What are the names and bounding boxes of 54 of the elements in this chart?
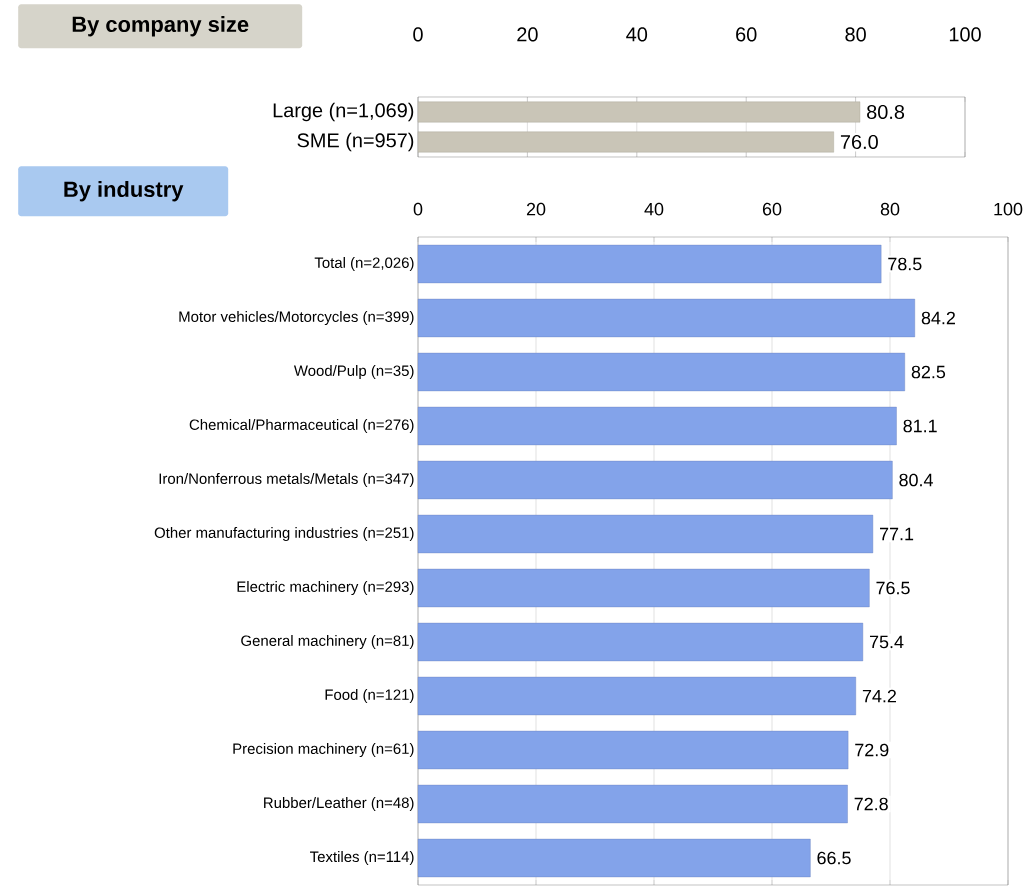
y-tick-label: Textiles (n=114): [310, 851, 414, 865]
text: By company size: [72, 15, 249, 37]
data-label: 72.8: [854, 797, 888, 811]
bar: [417, 298, 915, 338]
x-tick-label: 40: [644, 202, 664, 216]
text: By industry: [64, 180, 184, 202]
x-tick-label: 20: [517, 27, 538, 42]
bar: [417, 244, 882, 284]
bar: [417, 838, 811, 878]
bar: [417, 514, 874, 554]
bar: [417, 784, 848, 824]
y-tick-label: Iron/Nonferrous metals/Metals (n=347): [159, 473, 414, 487]
data-label: 82.5: [911, 365, 946, 379]
x-tick-label: 60: [736, 27, 757, 42]
bar: [417, 622, 864, 662]
bar: [417, 676, 856, 716]
data-label: 77.1: [880, 527, 914, 541]
data-label: 80.4: [899, 473, 933, 487]
y-tick-label: Large (n=1,069): [273, 102, 414, 122]
x-tick-label: 80: [845, 27, 866, 42]
data-label: 74.2: [862, 689, 896, 703]
bar: [417, 460, 893, 500]
x-tick-label: 40: [626, 27, 648, 42]
data-label: 72.9: [855, 743, 889, 757]
y-tick-label: SME (n=957): [297, 132, 414, 152]
bar: [417, 352, 905, 392]
data-label: 78.5: [888, 257, 922, 271]
data-label: 80.8: [867, 104, 905, 120]
x-tick-label: 0: [413, 27, 423, 42]
y-tick-label: Wood/Pulp (n=35): [293, 365, 414, 379]
bar: [417, 730, 849, 770]
data-label: 66.5: [817, 851, 851, 865]
bar: [417, 406, 897, 446]
data-label: 76.5: [876, 581, 910, 595]
data-label: 84.2: [921, 311, 955, 325]
data-label: 81.1: [903, 419, 937, 433]
data-label: 75.4: [869, 635, 904, 649]
x-tick-label: 0: [413, 202, 423, 216]
x-tick-label: 100: [949, 27, 981, 42]
y-tick-label: Other manufacturing industries (n=251): [154, 527, 414, 541]
y-tick-label: Precision machinery (n=61): [233, 743, 414, 757]
x-tick-label: 80: [880, 202, 900, 216]
y-tick-label: Rubber/Leather (n=48): [264, 797, 414, 811]
y-tick-label: General machinery (n=81): [241, 635, 414, 649]
x-tick-label: 100: [994, 202, 1023, 216]
y-tick-label: Chemical/Pharmaceutical (n=276): [189, 419, 414, 433]
y-tick-label: Total (n=2,026): [314, 257, 414, 271]
y-tick-label: Food (n=121): [325, 689, 414, 703]
x-tick-label: 20: [526, 202, 546, 216]
bar: [417, 568, 870, 608]
x-tick-label: 60: [762, 202, 782, 216]
y-tick-label: Electric machinery (n=293): [237, 581, 414, 595]
data-label: 76.0: [840, 134, 878, 150]
y-tick-label: Motor vehicles/Motorcycles (n=399): [179, 311, 414, 325]
